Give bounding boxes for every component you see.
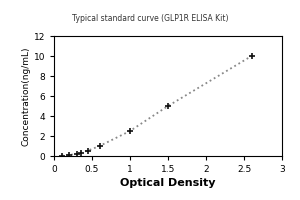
X-axis label: Optical Density: Optical Density (120, 178, 216, 188)
Text: Typical standard curve (GLP1R ELISA Kit): Typical standard curve (GLP1R ELISA Kit) (72, 14, 228, 23)
Y-axis label: Concentration(ng/mL): Concentration(ng/mL) (22, 46, 31, 146)
